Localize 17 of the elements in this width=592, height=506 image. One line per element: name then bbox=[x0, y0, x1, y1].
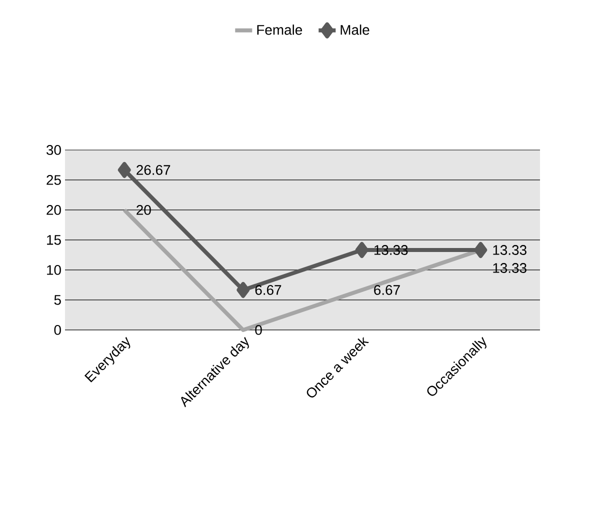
point bbox=[355, 242, 368, 258]
y-tick-label: 10 bbox=[47, 265, 61, 275]
y-tick-label: 20 bbox=[46, 205, 61, 215]
data-label: 13.33 bbox=[493, 245, 526, 255]
data-label: 6.67 bbox=[374, 285, 400, 295]
legend-label: Male bbox=[340, 24, 370, 35]
data-label: 26.67 bbox=[136, 165, 170, 175]
y-tick-label: 15 bbox=[47, 235, 61, 245]
point bbox=[118, 162, 131, 178]
y-tick-label: 30 bbox=[46, 145, 61, 155]
point bbox=[236, 282, 250, 298]
data-label: 6.67 bbox=[255, 285, 282, 295]
y-tick-label: 5 bbox=[54, 295, 61, 305]
legend-label: Female bbox=[257, 24, 302, 35]
y-tick-label: 0 bbox=[54, 325, 61, 335]
y-tick-label: 25 bbox=[46, 175, 61, 185]
point bbox=[474, 242, 488, 258]
